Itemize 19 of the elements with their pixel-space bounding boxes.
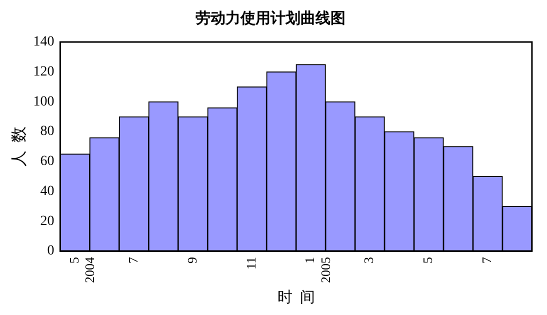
x-tick-label: 9 xyxy=(184,257,200,264)
x-tick-label: 5 xyxy=(420,257,436,264)
chart-title: 劳动力使用计划曲线图 xyxy=(196,10,346,27)
y-tick-label: 80 xyxy=(40,124,54,140)
x-tick-label: 3 xyxy=(361,257,376,264)
x-tick-label: 5 2004 xyxy=(66,256,97,283)
y-tick-label: 20 xyxy=(40,214,54,229)
y-tick-label: 0 xyxy=(47,244,54,259)
y-axis-title: 人 数 xyxy=(10,126,28,166)
x-tick-label: 7 xyxy=(125,256,140,264)
y-tick-label: 140 xyxy=(33,34,54,50)
x-tick-label: 11 xyxy=(243,257,258,270)
y-tick-label: 100 xyxy=(33,94,54,110)
x-tick-label: 1 2005 xyxy=(302,257,333,283)
x-tick-label: 7 xyxy=(479,256,494,264)
x-axis-title: 时 间 xyxy=(277,288,315,306)
y-tick-label: 40 xyxy=(40,184,54,199)
y-tick-label: 60 xyxy=(40,154,54,170)
y-tick-label: 120 xyxy=(33,64,54,80)
